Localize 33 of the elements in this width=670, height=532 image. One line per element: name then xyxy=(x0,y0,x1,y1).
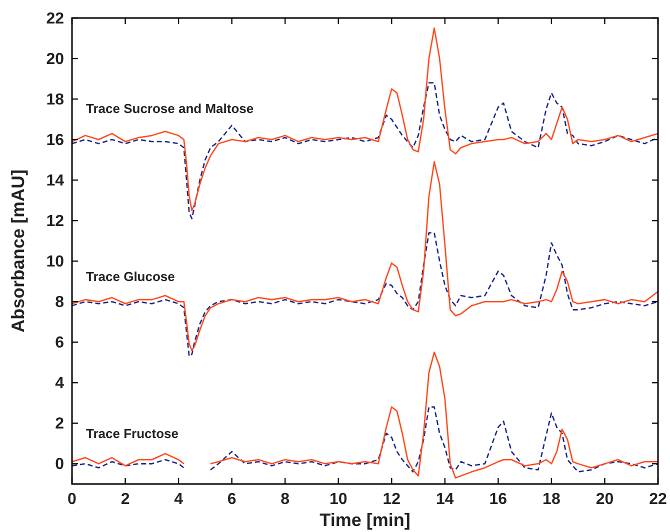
x-tick-label: 2 xyxy=(120,491,130,508)
line-series xyxy=(72,161,658,351)
y-tick-label: 20 xyxy=(46,51,64,68)
y-tick-label: 6 xyxy=(55,334,64,352)
x-tick-label: 10 xyxy=(329,491,348,508)
y-tick-label: 22 xyxy=(46,10,64,28)
line-series xyxy=(72,232,658,358)
y-tick-label: 10 xyxy=(46,254,64,271)
annotation: Trace Sucrose and Maltose xyxy=(86,101,254,116)
x-tick-label: 20 xyxy=(596,491,614,508)
x-tick-label: 12 xyxy=(382,491,401,508)
x-tick-label: 4 xyxy=(174,491,184,508)
y-tick-label: 14 xyxy=(46,172,64,190)
y-tick-label: 8 xyxy=(55,294,64,312)
x-tick-label: 14 xyxy=(436,491,454,508)
y-tick-label: 0 xyxy=(55,456,64,474)
x-tick-label: 22 xyxy=(649,491,667,508)
x-axis-title: Time [min] xyxy=(320,510,410,530)
x-tick-label: 0 xyxy=(68,491,77,508)
line-series xyxy=(72,82,658,220)
x-tick-label: 6 xyxy=(227,491,236,508)
y-tick-label: 18 xyxy=(46,92,64,109)
annotation: Trace Glucose xyxy=(86,269,175,284)
y-tick-label: 12 xyxy=(46,213,64,230)
y-tick-label: 16 xyxy=(46,132,64,150)
x-tick-label: 8 xyxy=(280,491,290,508)
x-tick-label: 18 xyxy=(542,491,560,508)
line-series xyxy=(72,27,658,212)
annotation: Trace Fructose xyxy=(86,426,178,441)
y-axis-title: Absorbance [mAU] xyxy=(8,169,28,333)
x-tick-label: 16 xyxy=(489,491,508,508)
y-tick-label: 4 xyxy=(55,375,64,392)
y-tick-label: 2 xyxy=(55,416,64,433)
